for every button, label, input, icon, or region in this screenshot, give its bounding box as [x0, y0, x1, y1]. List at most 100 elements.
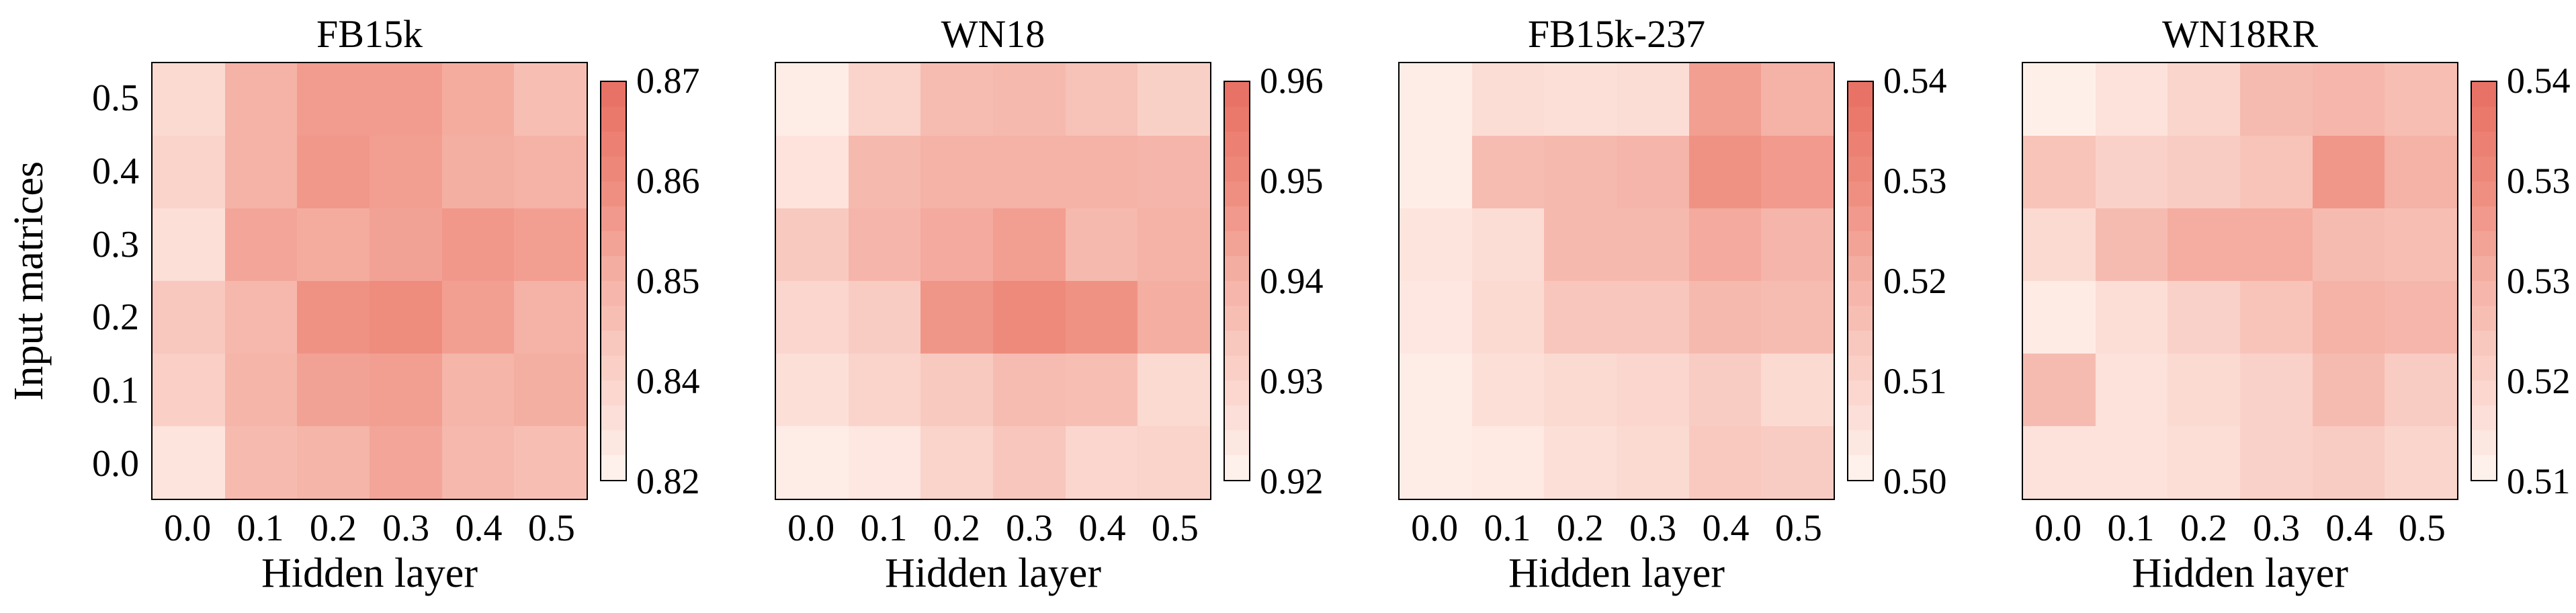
colorbar-tick-label: 0.82	[636, 461, 700, 501]
x-tick-label: 0.2	[2180, 507, 2227, 549]
colorbar-segment	[1848, 82, 1873, 107]
colorbar-segment	[2472, 331, 2496, 356]
heatmap-cell	[153, 281, 225, 354]
heatmap-cell	[1688, 426, 1762, 499]
heatmap-cell	[2385, 354, 2457, 426]
y-tick-label: 0.3	[92, 223, 139, 265]
colorbar-segment	[1225, 405, 1249, 430]
panel-FB15k: FB15k Input matrices 0.5 0.4 0.3 0.2 0.1 0.0 0.8…	[0, 4, 700, 609]
heatmap-cell	[514, 136, 587, 208]
heatmap-cell	[776, 354, 849, 426]
heatmap-cell	[1761, 63, 1834, 136]
heatmap-cell	[514, 281, 587, 354]
heatmap-cell	[1761, 426, 1834, 499]
colorbar-segment	[2472, 281, 2496, 306]
x-tick-label: 0.2	[933, 507, 980, 549]
heatmap-cell	[992, 136, 1066, 208]
colorbar-segment	[601, 455, 626, 480]
heatmap-cell	[1761, 208, 1834, 281]
x-tick-label: 0.5	[1774, 507, 1822, 549]
heatmap-cell	[441, 208, 515, 281]
colorbar-segment	[1225, 356, 1249, 380]
colorbar-segment	[1225, 82, 1249, 107]
heatmap-cell	[2023, 426, 2096, 499]
heatmap-cell	[848, 426, 921, 499]
heatmap-cell	[1400, 426, 1472, 499]
colorbar-tick-label: 0.94	[1260, 261, 1324, 301]
colorbar-segment	[1225, 281, 1249, 306]
x-tick-label: 0.2	[309, 507, 357, 549]
colorbar-segment	[2472, 455, 2496, 480]
heatmap-cell	[1137, 354, 1210, 426]
colorbar-segment	[601, 380, 626, 405]
heatmap-cell	[1544, 354, 1617, 426]
y-tick-label: 0.5	[92, 77, 139, 120]
heatmap-cell	[369, 63, 442, 136]
heatmap-cell	[776, 63, 849, 136]
heatmap-WN18	[775, 62, 1211, 500]
heatmap-cell	[992, 354, 1066, 426]
heatmap-cell	[2312, 136, 2385, 208]
x-tick-label: 0.0	[1411, 507, 1459, 549]
colorbar-segment	[1848, 430, 1873, 455]
heatmap-cell	[2095, 136, 2168, 208]
heatmap-cell	[1616, 354, 1689, 426]
heatmap-cell	[1400, 281, 1472, 354]
heatmap-cell	[1688, 281, 1762, 354]
heatmap-cell	[2385, 281, 2457, 354]
heatmap-cell	[992, 208, 1066, 281]
colorbar-segment	[601, 206, 626, 231]
colorbar-tick-label: 0.53	[2507, 161, 2571, 201]
colorbar-segment	[601, 430, 626, 455]
x-tick-label: 0.1	[2107, 507, 2155, 549]
heatmap-cell	[776, 426, 849, 499]
colorbar-segment	[601, 157, 626, 181]
colorbar-segment	[2472, 181, 2496, 206]
colorbar-segment	[1848, 181, 1873, 206]
colorbar-labels: 0.87 0.86 0.85 0.84 0.82	[627, 62, 700, 500]
colorbar-segment	[2472, 157, 2496, 181]
x-tick-label: 0.5	[527, 507, 575, 549]
colorbar-segment	[601, 181, 626, 206]
heatmap-cell	[2239, 136, 2313, 208]
colorbar-tick-label: 0.54	[2507, 60, 2571, 101]
heatmap-cell	[1544, 281, 1617, 354]
colorbar-tick-label: 0.52	[1883, 261, 1947, 301]
heatmap-cell	[2095, 281, 2168, 354]
heatmap-cell	[992, 63, 1066, 136]
heatmap-WN18RR	[2022, 62, 2458, 500]
y-tick-label: 0.0	[92, 442, 139, 485]
colorbar-segment	[1848, 281, 1873, 306]
heatmap-cell	[441, 281, 515, 354]
colorbar-labels: 0.96 0.95 0.94 0.93 0.92	[1250, 62, 1324, 500]
colorbar-segment	[1848, 455, 1873, 480]
colorbar-labels: 0.54 0.53 0.52 0.51 0.50	[1874, 62, 1947, 500]
heatmap-cell	[2385, 63, 2457, 136]
heatmap-cell	[441, 426, 515, 499]
heatmap-FB15k	[151, 62, 588, 500]
heatmap-cell	[2385, 136, 2457, 208]
heatmap-cell	[2023, 208, 2096, 281]
heatmap-cell	[153, 354, 225, 426]
heatmap-cell	[848, 63, 921, 136]
colorbar-segment	[601, 405, 626, 430]
heatmap-cell	[1065, 208, 1138, 281]
heatmap-cell	[1688, 136, 1762, 208]
colorbar-segment	[2472, 356, 2496, 380]
colorbar-tick-label: 0.96	[1260, 60, 1324, 101]
heatmap-cell	[2167, 63, 2240, 136]
heatmap-cell	[1544, 426, 1617, 499]
colorbar-segment	[1848, 231, 1873, 256]
heatmap-cell	[2023, 354, 2096, 426]
colorbar-segment	[601, 132, 626, 157]
colorbar-tick-label: 0.50	[1883, 461, 1947, 501]
heatmap-cell	[369, 354, 442, 426]
colorbar-tick-label: 0.53	[1883, 161, 1947, 201]
colorbar-segment	[601, 256, 626, 281]
colorbar-segment	[1225, 206, 1249, 231]
colorbar-segment	[1225, 306, 1249, 331]
heatmap-cell	[369, 281, 442, 354]
heatmap-cell	[2095, 426, 2168, 499]
heatmap-cell	[153, 136, 225, 208]
colorbar-tick-label: 0.54	[1883, 60, 1947, 101]
